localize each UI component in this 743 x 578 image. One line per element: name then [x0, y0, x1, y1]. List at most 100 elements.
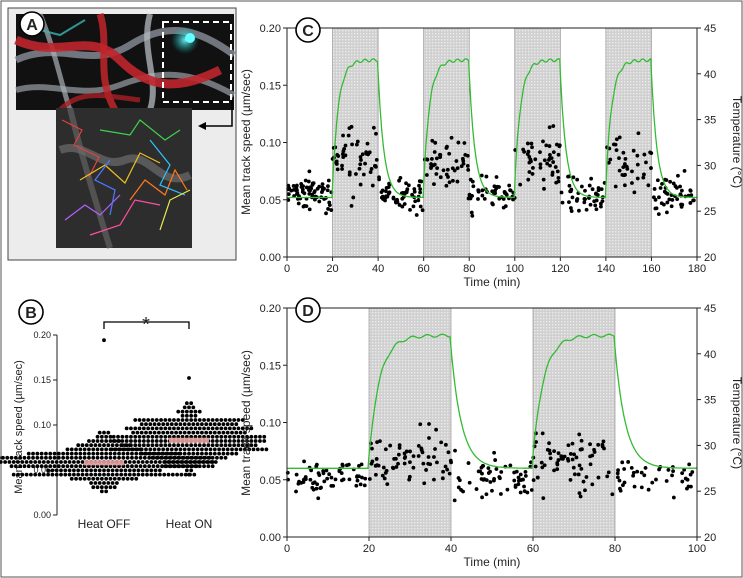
panel-b-point — [31, 455, 35, 460]
panel-b-point — [264, 447, 269, 452]
panel-b-point — [153, 468, 158, 473]
c-speed-point — [469, 210, 474, 215]
panel-b-point — [144, 430, 148, 435]
panel-b-point — [134, 455, 139, 460]
c-speed-point — [304, 185, 309, 190]
panel-b-point — [93, 468, 98, 473]
c-speed-point — [342, 146, 347, 151]
panel-b-point — [110, 468, 115, 473]
c-heat-period — [605, 27, 652, 258]
panel-b-point — [189, 413, 194, 418]
panel-c-xlabel: Time (min) — [464, 275, 521, 289]
zoom-arrow — [206, 100, 233, 127]
d-speed-point — [384, 468, 389, 473]
panel-b-point — [132, 468, 137, 473]
panel-b-point — [13, 455, 18, 460]
c-speed-point — [299, 181, 304, 186]
d-speed-point — [380, 473, 385, 478]
d-speed-point — [375, 463, 379, 468]
panel-b-point — [206, 434, 211, 439]
panel-b-point — [161, 422, 166, 427]
panel-b-point — [26, 451, 31, 456]
panel-b-point — [135, 447, 140, 452]
d-y2tick-label: 25 — [704, 486, 716, 498]
panel-b-point — [167, 443, 172, 448]
panel-b-point — [197, 409, 202, 414]
d-speed-point — [620, 460, 625, 465]
panel-b-point — [149, 460, 154, 464]
panel-b-point — [221, 447, 226, 452]
panel-b-point — [97, 443, 102, 448]
panel-b-point — [236, 434, 241, 439]
panel-b-point — [149, 472, 154, 477]
panel-b-point — [247, 447, 252, 452]
microscopy-image-tracks — [56, 107, 192, 249]
d-speed-point — [610, 492, 615, 497]
d-speed-point — [317, 473, 322, 478]
d-speed-point — [367, 477, 372, 481]
c-speed-point — [327, 203, 332, 208]
c-speed-point — [621, 150, 626, 155]
c-speed-point — [526, 177, 531, 182]
c-y2tick-label: 25 — [704, 206, 716, 218]
panel-b-point — [76, 468, 81, 473]
panel-b-point — [89, 443, 93, 448]
panel-b-point — [184, 455, 189, 460]
c-speed-point — [568, 206, 573, 210]
panel-b-point — [67, 472, 72, 477]
panel-b-point — [18, 464, 23, 469]
panel-b-point — [172, 464, 176, 469]
panel-b-point — [219, 443, 224, 448]
c-speed-point — [635, 162, 640, 167]
panel-b-point — [123, 472, 128, 477]
panel-b-point — [154, 418, 159, 422]
d-y2tick-label: 30 — [704, 440, 716, 452]
panel-b-point — [153, 460, 158, 464]
panel-b-point — [31, 451, 35, 456]
panel-b-point — [213, 460, 218, 464]
panel-b-point — [26, 464, 31, 469]
d-speed-point — [552, 468, 556, 473]
d-speed-point — [432, 455, 436, 459]
panel-b-point — [223, 434, 228, 439]
d-ytick-label: 0.20 — [260, 303, 281, 315]
panel-b-point — [142, 464, 147, 469]
panel-b-point — [159, 434, 163, 439]
panel-b-point — [174, 451, 179, 456]
c-speed-point — [525, 152, 530, 157]
d-xtick-label: 100 — [688, 543, 706, 555]
panel-b-point — [74, 447, 78, 452]
panel-b-point — [227, 439, 232, 443]
c-speed-point — [402, 202, 407, 206]
panel-b-point — [187, 376, 191, 380]
c-speed-point — [662, 189, 667, 194]
panel-b-point — [139, 451, 144, 456]
d-speed-point — [381, 465, 386, 470]
panel-b-point — [136, 468, 141, 473]
panel-b-point — [82, 476, 87, 481]
d-speed-point — [397, 446, 402, 450]
d-speed-point — [596, 442, 601, 447]
d-speed-point — [329, 475, 334, 480]
c-speed-point — [334, 160, 339, 165]
panel-b-point — [65, 451, 70, 456]
panel-b-point — [180, 455, 185, 460]
panel-b-point — [117, 476, 121, 481]
c-speed-point — [322, 186, 326, 191]
panel-b-point — [178, 422, 183, 427]
c-xtick-label: 100 — [506, 263, 524, 275]
d-speed-point — [683, 476, 688, 481]
panel-b-point — [22, 464, 27, 469]
c-heat-period — [332, 27, 379, 258]
panel-b-point — [91, 476, 96, 481]
panel-b-point — [258, 434, 262, 439]
panel-b-point — [193, 464, 198, 469]
panel-b-point — [212, 422, 217, 427]
c-speed-point — [365, 141, 370, 146]
panel-b-point — [176, 418, 181, 422]
panel-b-point — [112, 451, 117, 456]
panel-b-point — [249, 443, 254, 448]
panel-d-y2label: Temperature (°C) — [730, 377, 743, 469]
d-speed-point — [588, 462, 593, 467]
d-speed-point — [456, 476, 461, 480]
